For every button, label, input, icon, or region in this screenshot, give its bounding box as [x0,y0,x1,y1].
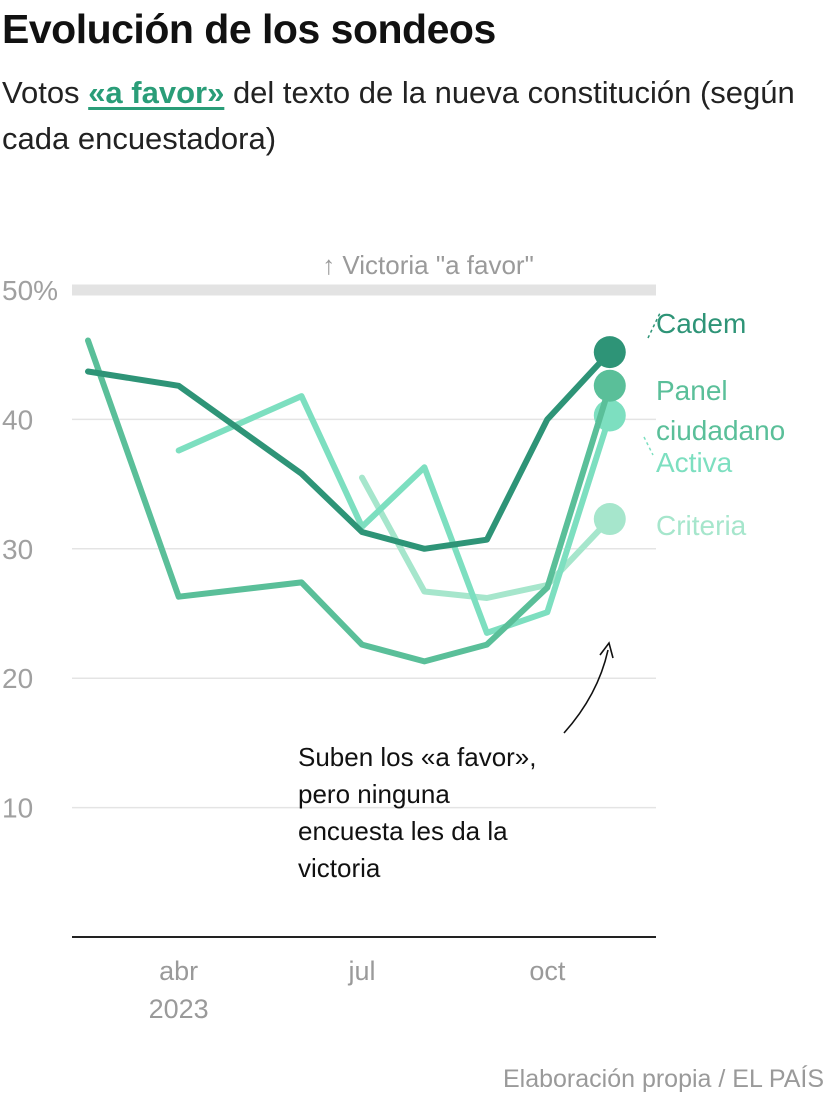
label-leader [643,436,654,456]
y-tick-label: 30 [2,534,33,565]
x-axis-ticks: abr 2023 jul oct [149,956,566,1024]
series-labels: Criteria Activa Panel ciudadano Cadem [643,308,785,541]
annotation-text: encuesta les da la [298,816,508,846]
annotation-arrowhead [599,641,614,659]
x-tick-label: oct [529,956,566,986]
series-label: Activa [656,447,733,478]
x-tick-label: jul [347,956,375,986]
y-axis-ticks: 50% 40 30 20 10 [2,275,58,824]
series-label: Criteria [656,510,747,541]
annotation: Suben los «a favor», pero ninguna encuesta… [298,641,614,883]
end-point-cadem [593,336,626,369]
y-tick-label: 40 [2,404,33,435]
annotation-text: pero ninguna [298,779,450,809]
subtitle-prefix: Votos [2,75,89,110]
x-tick-label: abr [159,956,198,986]
chart-subtitle: Votos «a favor» del texto de la nueva co… [2,70,822,162]
reference-label: ↑ Victoria "a favor" [322,250,534,280]
series-line-cadem [85,349,613,552]
end-point-panel-ciudadano [593,369,626,402]
series-line-criteria [359,474,613,601]
subtitle-suffix: del texto de la nueva constitución (segú… [2,75,795,156]
series-line-panel-ciudadano [85,337,613,665]
label-leader [647,312,661,339]
line-chart: ↑ Victoria "a favor" 50% 40 30 20 10 abr 2023… [2,250,785,1024]
series-line-activa [175,393,613,636]
series-label: Cadem [656,308,746,339]
annotation-text: victoria [298,853,381,883]
source-credit: Elaboración propia / EL PAÍS [502,1065,824,1093]
annotation-text: Suben los «a favor», [298,742,537,772]
subtitle-highlight: «a favor» [88,75,225,110]
y-tick-label: 10 [2,793,33,824]
reference-line: ↑ Victoria "a favor" [72,250,656,296]
chart-title: Evolución de los sondeos [2,6,496,52]
x-tick-year: 2023 [149,994,209,1024]
series-lines [85,336,626,665]
annotation-arrow [563,649,609,734]
series-label: Panel [656,375,728,406]
series-label: ciudadano [656,415,785,446]
y-tick-label: 20 [2,663,33,694]
y-tick-label: 50% [2,275,58,306]
end-point-criteria [593,503,626,536]
